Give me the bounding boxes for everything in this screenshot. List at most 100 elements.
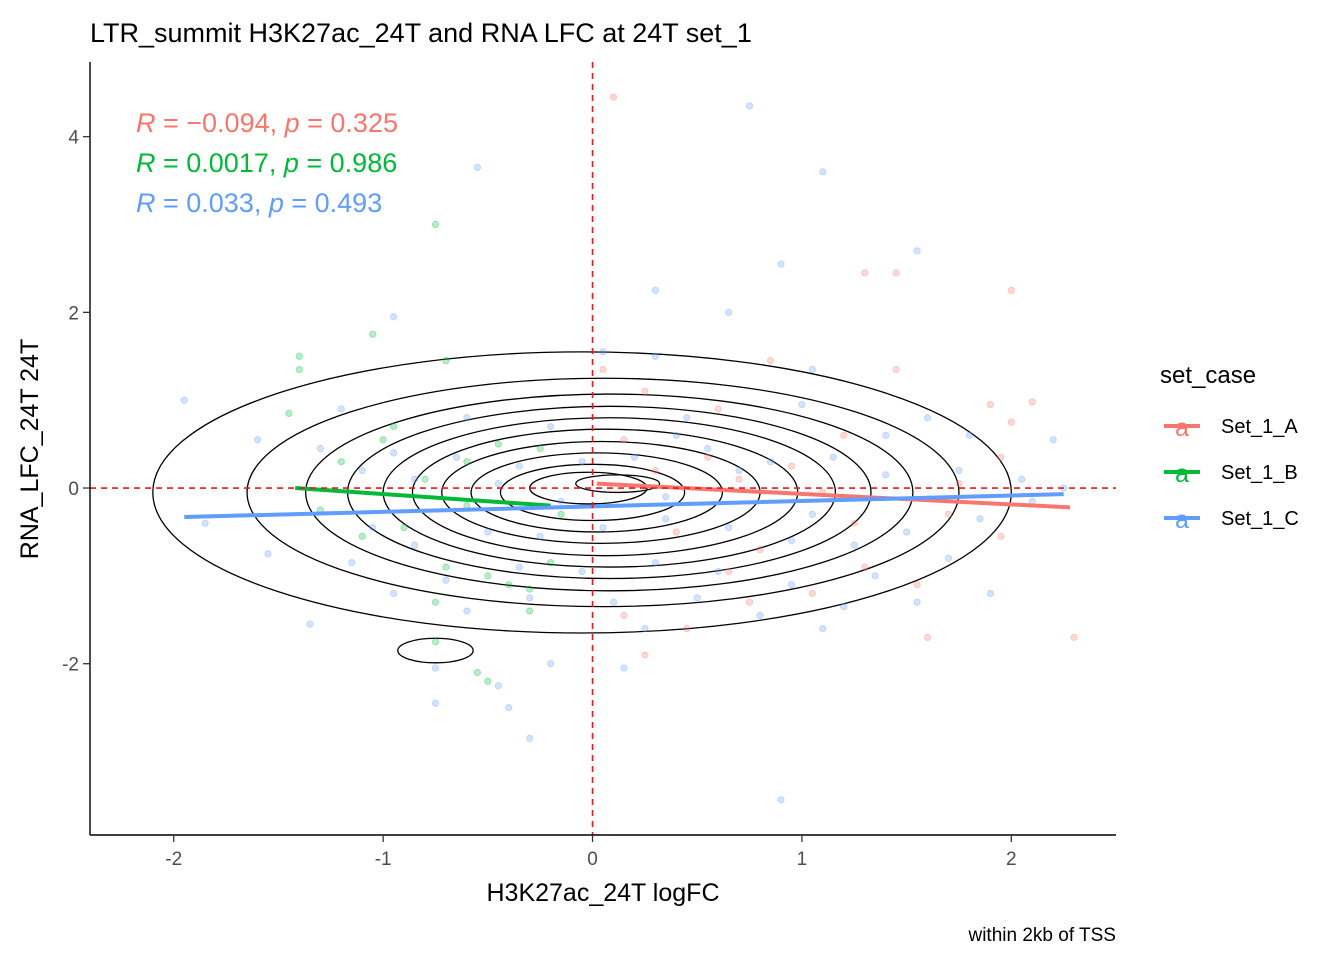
set-1-c-point-17: [798, 400, 806, 409]
set-1-a-point-26: [683, 624, 691, 633]
set-1-c-point-63: [609, 598, 618, 606]
set-1-a-point-25: [745, 598, 754, 606]
set-1-a-point-30: [913, 581, 921, 589]
set-1-b-point-25: [557, 510, 565, 518]
x-tick-label: 0: [587, 849, 598, 870]
set-1-b-point-21: [473, 668, 481, 677]
set-1-b-point-17: [505, 581, 513, 589]
set-1-a-point-15: [651, 466, 659, 475]
set-1-c-point-8: [390, 313, 398, 321]
set-1-b-point-14: [358, 532, 366, 540]
x-ticks: -2 -1 0 1 2: [165, 835, 1017, 870]
set-1-c-point-47: [903, 528, 911, 536]
set-1-c-point-2: [819, 168, 827, 176]
set-1-c-point-16: [683, 414, 691, 422]
x-axis-label: H3K27ac_24T logFC: [486, 879, 719, 907]
set-1-a-point-33: [955, 480, 963, 488]
set-1-c-point-28: [704, 444, 712, 453]
y-tick-label: 4: [68, 128, 79, 149]
set-1-c-point-27: [630, 453, 639, 461]
x-tick-label: 1: [797, 849, 808, 870]
reference-lines: [90, 62, 1116, 835]
set-1-c-point-71: [505, 704, 513, 712]
set-1-c-point-52: [515, 563, 523, 571]
set-1-c-point-77: [410, 475, 419, 483]
set-1-b-point-18: [526, 585, 534, 593]
set-1-c-point-26: [578, 458, 586, 466]
set-1-c-fit-line: [184, 492, 1064, 520]
set-1-c-point-78: [662, 493, 670, 501]
set-1-c-point-18: [923, 414, 932, 422]
y-tick-label: 0: [68, 479, 79, 500]
set-1-c-point-74: [431, 699, 440, 707]
density-contour-11: [575, 474, 661, 494]
set-1-b-point-27: [463, 458, 471, 466]
set-1-b-point-20: [431, 638, 440, 646]
set-1-c-point-59: [986, 589, 994, 598]
set-1-c-point-50: [348, 559, 356, 567]
set-1-c-point-7: [725, 308, 733, 316]
set-1-c-point-15: [547, 422, 555, 431]
legend-label-set-1-b: Set_1_B: [1221, 462, 1298, 484]
set-1-c-point-13: [337, 405, 345, 413]
set-1-c-point-22: [316, 444, 324, 453]
stat-label-set-1-b: R = 0.0017, p = 0.986: [136, 148, 397, 178]
y-ticks: -2 0 2 4: [62, 128, 90, 676]
set-1-a-point-12: [714, 405, 722, 413]
set-1-b-point-19: [431, 598, 440, 606]
set-1-b-point-10: [337, 458, 345, 466]
legend-glyph-set-1-c: a: [1175, 506, 1189, 534]
set-1-b-point-4: [295, 365, 303, 374]
set-1-c-point-79: [808, 510, 816, 518]
set-1-b-point-3: [295, 352, 303, 360]
set-1-c-point-42: [599, 523, 607, 532]
set-1-a-point-31: [704, 453, 712, 461]
plot-area: R = −0.094, p = 0.325 R = 0.0017, p = 0.9…: [90, 62, 1116, 835]
legend-title: set_case: [1160, 362, 1256, 389]
set-1-a-point-1: [609, 93, 618, 101]
set-1-c-point-83: [944, 554, 953, 562]
y-tick-label: -2: [62, 655, 79, 676]
set-1-a-point-5: [766, 357, 775, 365]
density-contour-2: [246, 377, 960, 608]
set-1-c-point-67: [431, 664, 440, 672]
x-tick-label: 2: [1006, 849, 1017, 870]
set-1-c-point-82: [494, 480, 502, 488]
set-1-a-point-28: [620, 611, 628, 619]
correlation-stats: R = −0.094, p = 0.325 R = 0.0017, p = 0.9…: [136, 108, 398, 218]
set-1-a-point-6: [892, 365, 900, 374]
set-1-c-point-64: [693, 594, 701, 602]
legend-label-set-1-c: Set_1_C: [1221, 508, 1299, 530]
set-1-a-point-9: [1007, 418, 1015, 426]
set-1-c-point-29: [766, 458, 775, 466]
set-1-a-point-29: [808, 589, 816, 598]
set-1-c-point-11: [808, 365, 816, 374]
set-1-a-point-11: [641, 387, 649, 396]
set-1-c-point-24: [452, 453, 461, 461]
set-1-c-point-55: [714, 567, 722, 576]
set-1-c-point-30: [829, 453, 837, 461]
set-1-a-point-23: [1070, 633, 1078, 641]
set-1-c-point-9: [599, 348, 607, 356]
axes: -2 -1 0 1 2 -2 0 2 4: [62, 62, 1116, 870]
set-1-b-point-6: [285, 409, 293, 417]
set-1-c-point-68: [494, 682, 502, 690]
set-1-a-point-4: [1007, 286, 1015, 294]
x-tick-label: -1: [375, 849, 392, 870]
density-contour-9: [499, 463, 686, 522]
set-1-a-point-7: [986, 400, 994, 409]
set-1-c-point-65: [756, 611, 764, 619]
legend-label-set-1-a: Set_1_A: [1221, 416, 1298, 438]
set-1-b-point-9: [494, 440, 502, 448]
set-1-a-point-13: [840, 431, 848, 439]
set-1-b-point-13: [400, 523, 408, 532]
set-1-c-point-19: [965, 431, 974, 439]
set-1-b-point-11: [421, 475, 429, 483]
set-1-c-point-41: [536, 532, 544, 540]
set-1-c-point-84: [358, 466, 366, 475]
set-1-a-point-35: [850, 519, 858, 527]
set-1-c-point-44: [725, 523, 733, 532]
legend: set_case a Set_1_Aa Set_1_Ba Set_1_C: [1160, 362, 1299, 534]
set-1-a-point-19: [997, 532, 1005, 540]
set-1-b-fit-line: [295, 486, 551, 508]
